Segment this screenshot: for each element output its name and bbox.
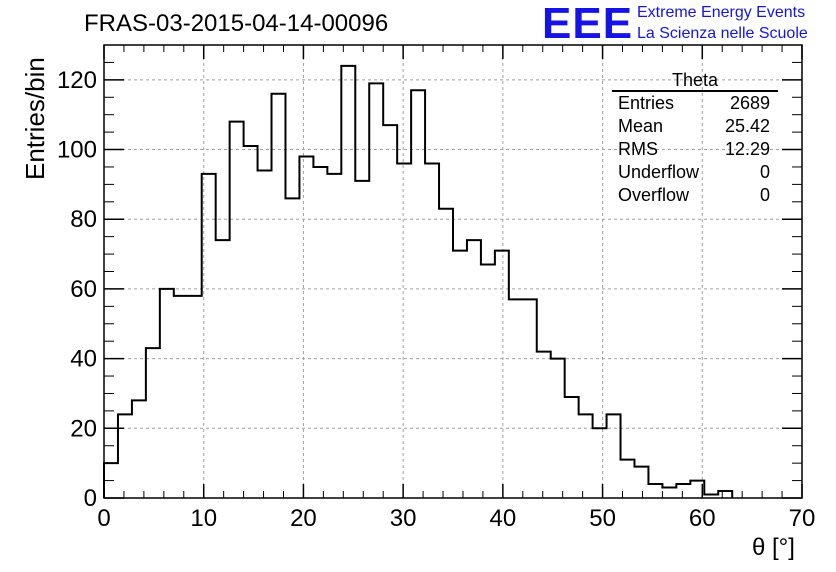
stats-row-rms: RMS 12.29 xyxy=(612,138,778,161)
x-axis-label: θ [°] xyxy=(752,534,795,561)
axis-tick-labels: 0 10 20 30 40 50 60 70 0 20 40 60 80 100 120 xyxy=(57,67,815,532)
x-tick-label: 50 xyxy=(589,505,616,532)
stats-row-entries: Entries 2689 xyxy=(612,92,778,115)
y-tick-label: 120 xyxy=(57,67,97,94)
stats-row-mean: Mean 25.42 xyxy=(612,115,778,138)
y-tick-label: 60 xyxy=(70,276,97,303)
x-tick-label: 0 xyxy=(97,505,110,532)
y-tick-label: 100 xyxy=(57,137,97,164)
stats-row-overflow: Overflow 0 xyxy=(612,184,778,207)
stats-value: 0 xyxy=(759,162,770,182)
logo-line-2: La Scienza nelle Scuole xyxy=(637,25,808,42)
stats-value: 2689 xyxy=(729,93,770,113)
logo-line-1: Extreme Energy Events xyxy=(637,4,806,21)
x-tick-label: 60 xyxy=(689,505,716,532)
statistics-box: Theta Entries 2689 Mean 25.42 RMS 12.29 … xyxy=(612,71,778,207)
x-tick-label: 70 xyxy=(789,505,816,532)
stats-value: 25.42 xyxy=(724,116,770,136)
axis-ticks xyxy=(103,44,803,499)
stats-label: Mean xyxy=(618,116,664,136)
x-tick-label: 10 xyxy=(190,505,217,532)
y-tick-label: 0 xyxy=(84,485,97,512)
y-tick-label: 20 xyxy=(70,415,97,442)
x-tick-label: 40 xyxy=(490,505,517,532)
stats-label: Entries xyxy=(618,93,675,113)
stats-value: 12.29 xyxy=(724,139,770,159)
x-tick-label: 30 xyxy=(390,505,417,532)
stats-label: RMS xyxy=(618,139,658,159)
plot-title: FRAS-03-2015-04-14-00096 xyxy=(84,10,389,37)
stats-row-underflow: Underflow 0 xyxy=(612,161,778,184)
stats-value: 0 xyxy=(759,185,770,205)
eee-logo: EEE xyxy=(542,0,634,48)
stats-label: Overflow xyxy=(618,185,690,205)
stats-title: Theta xyxy=(612,71,778,92)
y-tick-label: 80 xyxy=(70,206,97,233)
x-tick-label: 20 xyxy=(290,505,317,532)
y-tick-label: 40 xyxy=(70,346,97,373)
stats-label: Underflow xyxy=(618,162,700,182)
y-axis-label: Entries/bin xyxy=(20,57,50,180)
histogram-step-line xyxy=(103,64,734,498)
